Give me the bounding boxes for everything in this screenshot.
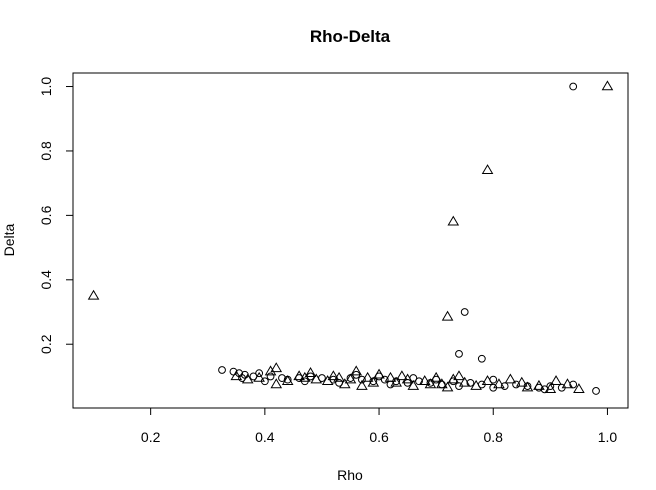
triangle-point <box>356 379 368 390</box>
y-tick-label: 0.8 <box>38 141 54 161</box>
triangle-point <box>447 215 460 226</box>
triangle-point <box>453 370 465 381</box>
chart-title: Rho-Delta <box>310 27 391 46</box>
triangle-point <box>304 367 317 377</box>
circle-point <box>386 380 395 389</box>
circle-point <box>295 374 304 382</box>
triangle-point <box>230 370 243 381</box>
triangle-point <box>441 310 454 321</box>
y-axis-title: Delta <box>1 223 17 256</box>
triangle-point <box>401 373 414 384</box>
circle-point <box>466 378 475 387</box>
circle-point <box>569 380 578 389</box>
triangle-point <box>533 379 545 390</box>
plot-marks <box>87 80 614 395</box>
triangle-point <box>338 378 351 389</box>
triangle-point <box>424 378 437 389</box>
circle-point <box>535 383 543 392</box>
triangle-point <box>550 375 562 385</box>
triangle-point <box>436 378 448 389</box>
circle-point <box>455 349 463 358</box>
y-axis: 0.2 0.4 0.6 0.8 1.0 <box>38 77 74 354</box>
circle-point <box>512 380 520 389</box>
plot-frame <box>72 72 629 409</box>
circle-point <box>358 375 366 384</box>
triangle-point <box>350 365 363 376</box>
x-tick-label: 1.0 <box>598 429 618 445</box>
x-tick-label: 0.8 <box>484 429 504 445</box>
circle-point <box>592 387 600 395</box>
y-tick-label: 1.0 <box>38 77 54 97</box>
circle-point <box>500 382 509 390</box>
triangle-point <box>327 370 340 381</box>
triangle-point <box>430 371 442 382</box>
triangle-point <box>447 373 460 384</box>
triangle-point <box>544 383 557 394</box>
x-axis-title: Rho <box>337 467 363 483</box>
triangle-point <box>87 289 100 300</box>
circle-point <box>546 382 555 390</box>
y-tick-label: 0.6 <box>38 205 54 225</box>
circle-point <box>477 354 486 363</box>
circle-point <box>432 375 441 384</box>
y-tick-label: 0.4 <box>38 270 54 290</box>
triangle-point <box>333 371 345 382</box>
triangle-point <box>241 373 254 384</box>
triangle-point <box>299 371 311 382</box>
triangle-point <box>573 383 585 394</box>
circle-point <box>449 377 458 386</box>
triangle-point <box>504 373 517 384</box>
triangle-point <box>470 379 482 390</box>
triangle-point <box>264 365 277 376</box>
x-tick-label: 0.4 <box>255 429 275 445</box>
circle-point <box>218 366 226 374</box>
triangle-point <box>390 376 402 387</box>
circle-point <box>415 377 423 386</box>
circle-point <box>255 369 264 378</box>
triangle-point <box>361 371 374 382</box>
circle-point <box>266 372 275 381</box>
triangle-point <box>270 378 283 389</box>
circle-point <box>460 308 469 316</box>
triangle-point <box>373 368 385 379</box>
triangle-point <box>481 375 494 385</box>
triangle-point <box>441 381 454 392</box>
triangle-point <box>493 378 505 389</box>
x-tick-label: 0.6 <box>369 429 389 445</box>
triangle-point <box>561 378 574 389</box>
triangle-point <box>481 164 494 174</box>
triangle-point <box>396 370 408 381</box>
triangle-point <box>253 371 265 382</box>
x-axis: 0.2 0.4 0.6 0.8 1.0 <box>141 407 618 445</box>
triangle-point <box>270 362 283 373</box>
circle-point <box>437 380 446 389</box>
circle-point <box>380 375 389 384</box>
circle-point <box>278 374 286 382</box>
triangle-point <box>458 376 471 387</box>
triangle-point <box>310 373 323 384</box>
triangle-point <box>601 80 614 91</box>
triangle-point <box>344 373 357 384</box>
circle-point <box>569 82 578 91</box>
triangle-point <box>293 370 305 381</box>
triangle-point <box>281 375 294 385</box>
triangle-point <box>515 376 528 387</box>
circle-point <box>375 372 383 381</box>
x-tick-label: 0.2 <box>141 429 161 445</box>
triangle-point <box>321 375 334 385</box>
triangle-point <box>418 375 431 385</box>
y-tick-label: 0.2 <box>38 334 54 354</box>
triangle-point <box>367 376 380 387</box>
triangle-point <box>521 381 534 392</box>
triangle-point <box>407 379 420 390</box>
triangle-point <box>384 371 397 382</box>
